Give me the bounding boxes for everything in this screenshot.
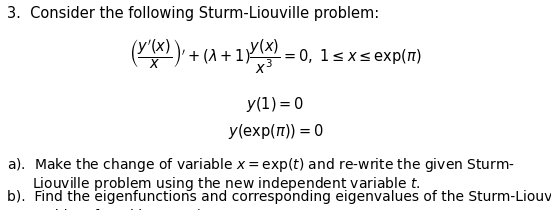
Text: 3.  Consider the following Sturm-Liouville problem:: 3. Consider the following Sturm-Liouvill… [7, 6, 379, 21]
Text: $\left(\dfrac{y'(x)}{x}\right)' + (\lambda+1)\dfrac{y(x)}{x^3} = 0,\ 1 \leq x \l: $\left(\dfrac{y'(x)}{x}\right)' + (\lamb… [129, 37, 422, 76]
Text: $y(\exp(\pi)) = 0$: $y(\exp(\pi)) = 0$ [228, 122, 323, 141]
Text: a).  Make the change of variable $x = \exp(t)$ and re-write the given Sturm-: a). Make the change of variable $x = \ex… [7, 156, 515, 175]
Text: b).  Find the eigenfunctions and corresponding eigenvalues of the Sturm-Liouvill: b). Find the eigenfunctions and correspo… [7, 190, 551, 204]
Text: problem found in part a).: problem found in part a). [32, 209, 207, 210]
Text: $y(1) = 0$: $y(1) = 0$ [246, 96, 305, 114]
Text: Liouville problem using the new independent variable $t$.: Liouville problem using the new independ… [32, 175, 420, 193]
